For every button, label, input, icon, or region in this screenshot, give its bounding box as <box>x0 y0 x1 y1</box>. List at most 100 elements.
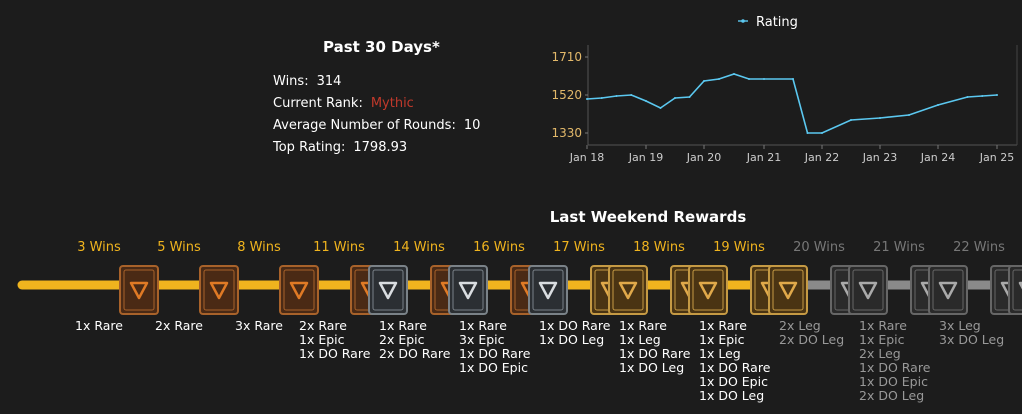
rating-point <box>748 78 750 80</box>
chest-frame <box>692 269 724 311</box>
chest-frame <box>932 269 964 311</box>
tier-items: 1x Rare 1x Leg 1x DO Rare 1x DO Leg <box>619 319 699 375</box>
reward-chest-icon <box>279 265 319 315</box>
stat-label: Top Rating: <box>273 140 346 155</box>
rating-point <box>908 114 910 116</box>
chest-book <box>448 265 488 315</box>
stat-value: 10 <box>463 118 481 133</box>
chest-cover <box>608 265 648 315</box>
chest-frame <box>123 269 155 311</box>
tier-item: 3x DO Leg <box>939 332 1005 347</box>
rating-point <box>806 132 809 134</box>
reward-chest-icon <box>199 265 239 315</box>
tier-wins-label: 8 Wins <box>237 240 281 255</box>
stat-wins: Wins: 314 <box>273 74 341 89</box>
tier-item: 2x DO Leg <box>779 332 845 347</box>
chest-cover <box>279 265 319 315</box>
x-tick-label: Jan 18 <box>569 151 604 164</box>
chest-gem <box>458 281 478 300</box>
rating-series-line <box>586 73 998 134</box>
rating-chart-svg: 1330 1520 1710 Jan 18 Jan 19 Jan 20 Jan 21 Jan … <box>551 15 1018 164</box>
chest-frame <box>612 269 644 311</box>
tier-item: 2x Leg <box>859 346 901 361</box>
rating-point <box>879 117 881 119</box>
rating-point <box>600 97 603 99</box>
tier-items: 3x Rare <box>219 319 299 333</box>
tier-wins-label: 20 Wins <box>793 240 845 255</box>
reward-tier: 5 Wins 2x Rare <box>139 240 239 333</box>
chest-book <box>528 265 568 315</box>
x-tick-label: Jan 23 <box>862 151 897 164</box>
tier-wins-label: 16 Wins <box>473 240 525 255</box>
tier-wins-label: 17 Wins <box>553 240 605 255</box>
chest-frame <box>203 269 235 311</box>
chest-book <box>768 265 808 315</box>
stat-value: Mythic <box>370 96 414 111</box>
y-tick-label: 1330 <box>551 126 582 140</box>
tier-item: 1x DO Leg <box>699 388 765 403</box>
rating-point <box>937 104 939 106</box>
chest-frame <box>772 269 804 311</box>
chest-gem <box>858 281 878 300</box>
reward-tier: 16 Wins 1x Rare 3x Epic 1x DO Rare 1x DO Epi… <box>459 240 568 375</box>
reward-chest-icon <box>670 265 728 315</box>
stats-title: Past 30 Days* <box>323 38 440 56</box>
tier-item: 1x DO Rare <box>299 346 371 361</box>
tier-items: 1x DO Rare 1x DO Leg <box>539 319 619 347</box>
tier-item: 2x Epic <box>379 332 425 347</box>
chest-gem <box>129 281 149 300</box>
tier-item: 3x Leg <box>939 318 981 333</box>
chest-cover <box>768 265 808 315</box>
stat-label: Wins: <box>273 74 309 89</box>
stat-label: Current Rank: <box>273 96 363 111</box>
tier-item: 1x DO Rare <box>699 360 771 375</box>
chest-book <box>688 265 728 315</box>
tier-item: 1x DO Epic <box>699 374 768 389</box>
chest-gem <box>618 281 638 300</box>
rating-point <box>850 119 852 121</box>
tier-items: 1x Rare 3x Epic 1x DO Rare 1x DO Epic <box>459 319 539 375</box>
tier-items: 2x Leg 2x DO Leg <box>779 319 859 347</box>
chest-book <box>928 265 968 315</box>
x-tick-label: Jan 25 <box>979 151 1014 164</box>
rating-point <box>630 94 633 96</box>
chest-frame <box>852 269 884 311</box>
rating-point <box>966 96 969 98</box>
rating-point <box>659 107 662 109</box>
tier-item: 1x Epic <box>699 332 745 347</box>
chest-gem <box>778 281 798 300</box>
reward-chest-icon <box>830 265 888 315</box>
chest-cover <box>448 265 488 315</box>
reward-chest-icon <box>910 265 968 315</box>
reward-chest-icon <box>510 265 568 315</box>
reward-chest-icon <box>119 265 159 315</box>
rating-chart: 1330 1520 1710 Jan 18 Jan 19 Jan 20 Jan 21 Jan … <box>540 8 1020 168</box>
tier-items: 2x Rare 1x Epic 1x DO Rare <box>299 319 379 361</box>
tier-item: 1x DO Rare <box>539 318 611 333</box>
stat-avg-rounds: Average Number of Rounds: 10 <box>273 118 480 133</box>
chest-gem <box>378 281 398 300</box>
chest-frame <box>1012 269 1022 311</box>
tier-item: 1x DO Rare <box>619 346 691 361</box>
reward-tier: 22 Wins 3x Leg 3x DO Leg <box>939 240 1022 347</box>
tier-items: 3x Leg 3x DO Leg <box>939 319 1019 347</box>
tier-item: 1x Rare <box>379 318 427 333</box>
tier-items: 2x Rare <box>139 319 219 333</box>
tier-item: 1x Rare <box>459 318 507 333</box>
rating-point <box>586 98 588 100</box>
x-tick-label: Jan 19 <box>628 151 663 164</box>
tier-item: 1x Leg <box>699 346 741 361</box>
x-tick-label: Jan 20 <box>686 151 721 164</box>
chest-cover <box>528 265 568 315</box>
chest-book <box>368 265 408 315</box>
reward-chest-icon <box>350 265 408 315</box>
reward-tier: 3 Wins 1x Rare <box>59 240 159 333</box>
y-tick-label: 1710 <box>551 50 582 64</box>
tier-item: 2x Leg <box>779 318 821 333</box>
rating-point <box>703 80 705 82</box>
reward-chest-icon <box>750 265 808 315</box>
tier-item: 2x Rare <box>299 318 347 333</box>
tier-item: 1x DO Leg <box>619 360 685 375</box>
rating-point <box>763 78 765 80</box>
chest-book <box>199 265 239 315</box>
